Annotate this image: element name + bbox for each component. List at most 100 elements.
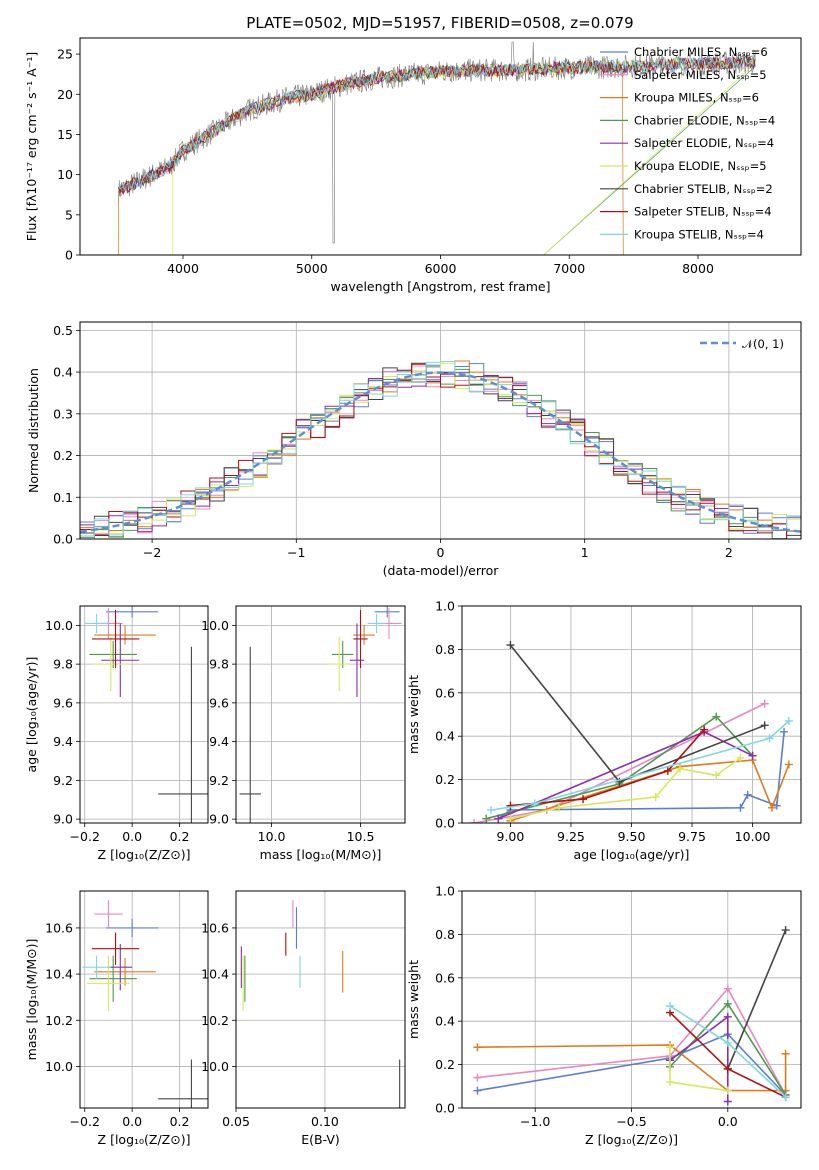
y-tick-label: 0.1 bbox=[53, 490, 73, 505]
mass-weight-line bbox=[509, 644, 765, 783]
y-axis-title: mass weight bbox=[406, 675, 421, 754]
y-tick-label: 9.8 bbox=[209, 657, 229, 672]
mass-weight-marker bbox=[554, 803, 563, 812]
x-tick-label: 0 bbox=[437, 545, 445, 560]
mass-weight-marker bbox=[473, 1073, 482, 1082]
x-tick-label: 1 bbox=[581, 545, 589, 560]
y-tick-label: 0.4 bbox=[435, 1014, 455, 1029]
mass-weight-marker bbox=[765, 734, 774, 743]
mass-weight-marker bbox=[666, 1002, 675, 1011]
chart-layer: 4000 5000 6000 7000 80000510152025wavelength… bbox=[24, 37, 802, 1147]
axes-frame bbox=[461, 605, 802, 824]
panel-age-vs-mass: 10.0 10.5 9.0 9.2 9.4 9.6 9.8 10.0 mass [log₁₀(M… bbox=[201, 605, 406, 862]
plot-area bbox=[118, 41, 757, 255]
mass-weight-marker bbox=[482, 814, 491, 823]
plot-area bbox=[473, 926, 790, 1106]
panel-massweight-vs-age: 9.00 9.25 9.50 9.75 10.00 0.0 0.2 0.4 0.6 0.8 1.0 a… bbox=[406, 599, 802, 862]
x-axis-title: Z [log₁₀(Z/Z⊙)] bbox=[98, 847, 191, 862]
x-axis-title: wavelength [Angstrom, rest frame] bbox=[330, 279, 550, 294]
mass-weight-marker bbox=[506, 641, 515, 650]
legend-label: Salpeter ELODIE, Nₛₛₚ=4 bbox=[634, 136, 774, 150]
mass-weight-marker bbox=[780, 727, 789, 736]
figure-title: PLATE=0502, MJD=51957, FIBERID=0508, z=0… bbox=[246, 14, 633, 32]
mass-weight-marker bbox=[615, 777, 624, 786]
mass-weight-marker bbox=[530, 799, 539, 808]
y-tick-label: 0.0 bbox=[53, 532, 73, 547]
x-tick-label: 6000 bbox=[425, 261, 457, 276]
y-tick-label: 15 bbox=[57, 127, 73, 142]
mass-weight-marker bbox=[781, 926, 790, 935]
mass-weight-marker bbox=[723, 984, 732, 993]
plot-area bbox=[82, 900, 208, 1108]
y-axis-title: Flux [fλ10⁻¹⁷ erg cm⁻² s⁻¹ A⁻¹] bbox=[24, 52, 39, 241]
x-tick-label: 0.0 bbox=[122, 829, 142, 844]
y-tick-label: 0.4 bbox=[435, 729, 455, 744]
x-tick-label: −1 bbox=[287, 545, 305, 560]
mass-weight-marker bbox=[736, 753, 745, 762]
axes-frame bbox=[235, 890, 406, 1109]
x-tick-label: 0.0 bbox=[718, 1114, 738, 1129]
mass-weight-marker bbox=[781, 1093, 790, 1102]
residual-histogram bbox=[80, 363, 801, 539]
y-tick-label: 0.2 bbox=[53, 448, 73, 463]
y-tick-label: 5 bbox=[65, 207, 73, 222]
plot-area bbox=[80, 360, 801, 539]
plot-area bbox=[239, 606, 402, 823]
y-tick-label: 10.2 bbox=[201, 1013, 229, 1028]
y-tick-label: 0.6 bbox=[435, 970, 455, 985]
mass-weight-marker bbox=[663, 766, 672, 775]
mass-weight-line bbox=[510, 729, 705, 807]
mass-weight-marker bbox=[675, 764, 684, 773]
x-tick-label: 0.2 bbox=[170, 829, 190, 844]
x-tick-label: 10.00 bbox=[735, 829, 771, 844]
plot-area bbox=[84, 606, 208, 823]
y-tick-label: 0 bbox=[65, 248, 73, 263]
x-tick-label: −1.0 bbox=[520, 1114, 550, 1129]
y-tick-label: 0.6 bbox=[435, 685, 455, 700]
panel-massweight-vs-Z: −1.0 −0.5 0.0 0.0 0.2 0.4 0.6 0.8 1.0 Z [log₁₀(Z/… bbox=[406, 884, 802, 1147]
legend-label: Chabrier STELIB, Nₛₛₚ=2 bbox=[634, 182, 773, 196]
x-axis-title: (data-model)/error bbox=[383, 563, 500, 578]
mass-weight-marker bbox=[781, 1049, 790, 1058]
legend-label: Kroupa STELIB, Nₛₛₚ=4 bbox=[634, 227, 764, 241]
y-tick-label: 0.2 bbox=[435, 772, 455, 787]
y-axis-title: Normed distribution bbox=[26, 368, 41, 493]
gaussian-reference-curve bbox=[80, 371, 801, 533]
mass-weight-marker bbox=[579, 795, 588, 804]
y-tick-label: 10.0 bbox=[45, 618, 73, 633]
x-tick-label: 0.0 bbox=[122, 1114, 142, 1129]
panel-mass-vs-EBV: 0.05 0.10 10.0 10.2 10.4 10.6 E(B-V) bbox=[201, 890, 406, 1147]
mass-weight-marker bbox=[712, 771, 721, 780]
x-tick-label: −2 bbox=[143, 545, 161, 560]
x-tick-label: 9.25 bbox=[557, 829, 585, 844]
x-tick-label: 9.00 bbox=[497, 829, 525, 844]
y-tick-label: 9.0 bbox=[209, 812, 229, 827]
x-tick-label: 0.05 bbox=[222, 1114, 250, 1129]
x-tick-label: 7000 bbox=[553, 261, 585, 276]
mass-weight-marker bbox=[760, 699, 769, 708]
y-tick-label: 9.2 bbox=[209, 773, 229, 788]
y-tick-label: 25 bbox=[57, 47, 73, 62]
mass-weight-marker bbox=[723, 1038, 732, 1047]
mass-weight-marker bbox=[723, 999, 732, 1008]
y-tick-label: 0.8 bbox=[435, 927, 455, 942]
x-axis-title: mass [log₁₀(M/M⊙)] bbox=[260, 847, 382, 862]
x-axis-title: age [log₁₀(age/yr)] bbox=[574, 847, 690, 862]
y-tick-label: 0.0 bbox=[435, 1101, 455, 1116]
x-tick-label: 2 bbox=[725, 545, 733, 560]
panel-residuals: −2 −1 0 1 2 0.0 0.1 0.2 0.3 0.4 0.5 (data-model)/er… bbox=[26, 321, 802, 578]
mass-weight-marker bbox=[723, 1086, 732, 1095]
plot-area bbox=[240, 900, 401, 1108]
mass-weight-marker bbox=[666, 1043, 675, 1052]
mass-weight-marker bbox=[712, 712, 721, 721]
panel-mass-vs-Z: −0.2 0.0 0.2 10.0 10.2 10.4 10.6 Z [log₁₀(Z/Z⊙)… bbox=[24, 890, 209, 1147]
y-tick-label: 9.4 bbox=[209, 734, 229, 749]
x-tick-label: −0.2 bbox=[70, 829, 100, 844]
y-tick-label: 1.0 bbox=[435, 599, 455, 614]
residual-histogram bbox=[80, 360, 801, 539]
y-tick-label: 10.0 bbox=[201, 1059, 229, 1074]
model-spectrum-line bbox=[118, 55, 756, 192]
y-tick-label: 10.2 bbox=[45, 1013, 73, 1028]
y-tick-label: 10.4 bbox=[201, 967, 229, 982]
legend-label: Chabrier ELODIE, Nₛₛₚ=4 bbox=[634, 113, 775, 127]
